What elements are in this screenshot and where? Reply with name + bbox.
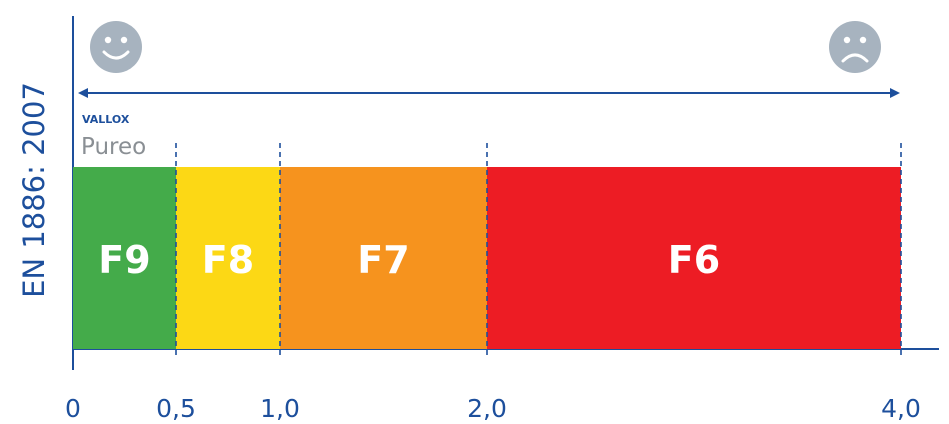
tick-label: 4,0 [881, 394, 921, 423]
segment-f9 [73, 167, 176, 349]
smiley-sad-icon [829, 21, 881, 73]
brand-product: Pureo [81, 134, 146, 160]
segment-f8 [176, 167, 280, 349]
tick-label: 0 [65, 394, 81, 423]
y-axis-label: EN 1886: 2007 [17, 82, 51, 298]
segment-label-f9: F9 [98, 238, 150, 282]
segment-label-f8: F8 [202, 238, 254, 282]
tick-label: 1,0 [260, 394, 300, 423]
tick-label: 0,5 [156, 394, 196, 423]
segment-label-f7: F7 [357, 238, 409, 282]
segment-label-f6: F6 [668, 238, 720, 282]
brand-name: VALLOX [82, 113, 130, 126]
smiley-happy-icon [90, 21, 142, 73]
tick-label: 2,0 [467, 394, 507, 423]
segment-f6 [487, 167, 901, 349]
segment-f7 [280, 167, 487, 349]
